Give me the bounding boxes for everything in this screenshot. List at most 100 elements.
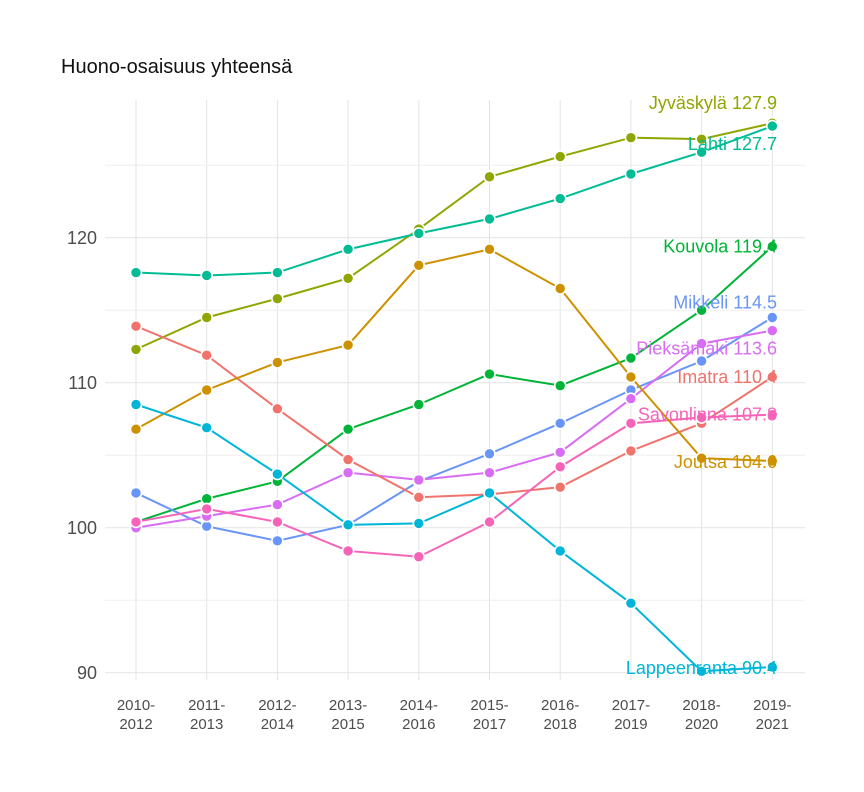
data-point [695, 451, 708, 465]
label-layer: Jyväskylä 127.9 Lahti 127.7 Kouvola 119.4 M… [626, 93, 777, 678]
data-point [553, 150, 567, 163]
data-point [553, 282, 567, 295]
grid-layer [105, 100, 805, 680]
data-point [483, 367, 496, 381]
data-point [624, 392, 638, 406]
data-point [412, 517, 426, 530]
data-point [624, 370, 638, 384]
x-tick-label: 2016-2018 [541, 697, 579, 733]
data-point [483, 466, 496, 479]
y-tick-label: 120 [67, 228, 97, 248]
data-point [129, 486, 143, 500]
data-point [624, 444, 638, 458]
data-point [483, 212, 496, 226]
series-Lappeenranta [129, 398, 779, 678]
x-tick-label: 2018-2020 [682, 697, 720, 733]
data-point [765, 119, 779, 133]
series-line [135, 248, 773, 463]
x-tick-label: 2010-2012 [117, 697, 155, 733]
series-line [135, 245, 773, 523]
data-point [695, 411, 708, 424]
series-line [135, 125, 773, 277]
data-point [200, 348, 213, 362]
data-point [412, 550, 426, 564]
data-point [624, 167, 638, 181]
data-point [483, 243, 496, 256]
series-Jyväskylä [129, 116, 779, 356]
series-line [135, 403, 773, 673]
data-point [412, 258, 426, 272]
data-point [553, 417, 567, 430]
x-tick-label: 2015-2017 [470, 697, 508, 733]
data-point [341, 338, 355, 352]
data-point [624, 417, 638, 430]
data-point [765, 324, 779, 337]
data-point [412, 398, 426, 411]
data-point [271, 534, 284, 548]
data-point [695, 337, 708, 350]
data-point [341, 243, 355, 256]
series-line [135, 329, 773, 529]
data-point [765, 408, 779, 421]
end-label: Lahti 127.7 [688, 134, 777, 154]
series-line [135, 413, 773, 558]
data-point [553, 460, 567, 474]
series-line [135, 316, 773, 542]
end-label: Kouvola 119.4 [663, 236, 777, 256]
data-point [553, 544, 567, 558]
data-point [695, 354, 708, 368]
data-point [271, 515, 284, 529]
data-point [129, 319, 143, 333]
data-point [341, 466, 355, 479]
data-point [412, 227, 426, 240]
data-point [483, 515, 496, 529]
series-Pieksämäki [129, 324, 779, 535]
data-point [624, 131, 638, 144]
end-label: Joutsa 104.6 [674, 452, 777, 472]
data-point [271, 498, 284, 511]
data-point [200, 269, 213, 282]
data-point [483, 447, 496, 461]
series-Joutsa [129, 243, 779, 468]
data-point [483, 170, 496, 184]
data-point [553, 446, 567, 459]
data-point [341, 518, 355, 532]
data-point [695, 145, 708, 159]
data-point [129, 422, 143, 436]
x-tick-label: 2013-2015 [329, 697, 367, 733]
data-point [412, 473, 426, 487]
data-point [200, 502, 213, 516]
data-point [271, 356, 284, 369]
data-point [200, 421, 213, 435]
data-point [129, 398, 143, 411]
series-Lahti [129, 119, 779, 282]
data-point [341, 453, 355, 466]
data-point [271, 467, 284, 481]
x-tick-label: 2011-2013 [188, 697, 225, 733]
data-point [624, 596, 638, 610]
data-point [129, 343, 143, 356]
data-point [341, 422, 355, 436]
end-label: Pieksämäki 113.6 [636, 339, 777, 359]
end-label: Jyväskylä 127.9 [649, 93, 777, 113]
data-point [765, 311, 779, 324]
y-tick-label: 110 [68, 373, 97, 393]
x-tick-label: 2019-2021 [753, 697, 791, 733]
end-label: Imatra 110.4 [677, 367, 777, 387]
x-tick-label: 2017-2019 [612, 697, 650, 733]
data-point [765, 660, 779, 674]
data-point [129, 266, 143, 279]
data-point [200, 383, 213, 397]
data-point [765, 454, 779, 468]
data-point [412, 490, 426, 504]
data-point [765, 370, 779, 384]
end-label: Savonlinna 107.8 [638, 405, 777, 425]
data-point [695, 664, 708, 678]
data-point [624, 351, 638, 365]
data-point [271, 292, 284, 305]
data-point [129, 515, 143, 529]
data-point [765, 240, 779, 253]
data-point [341, 544, 355, 558]
series-line [135, 325, 773, 499]
